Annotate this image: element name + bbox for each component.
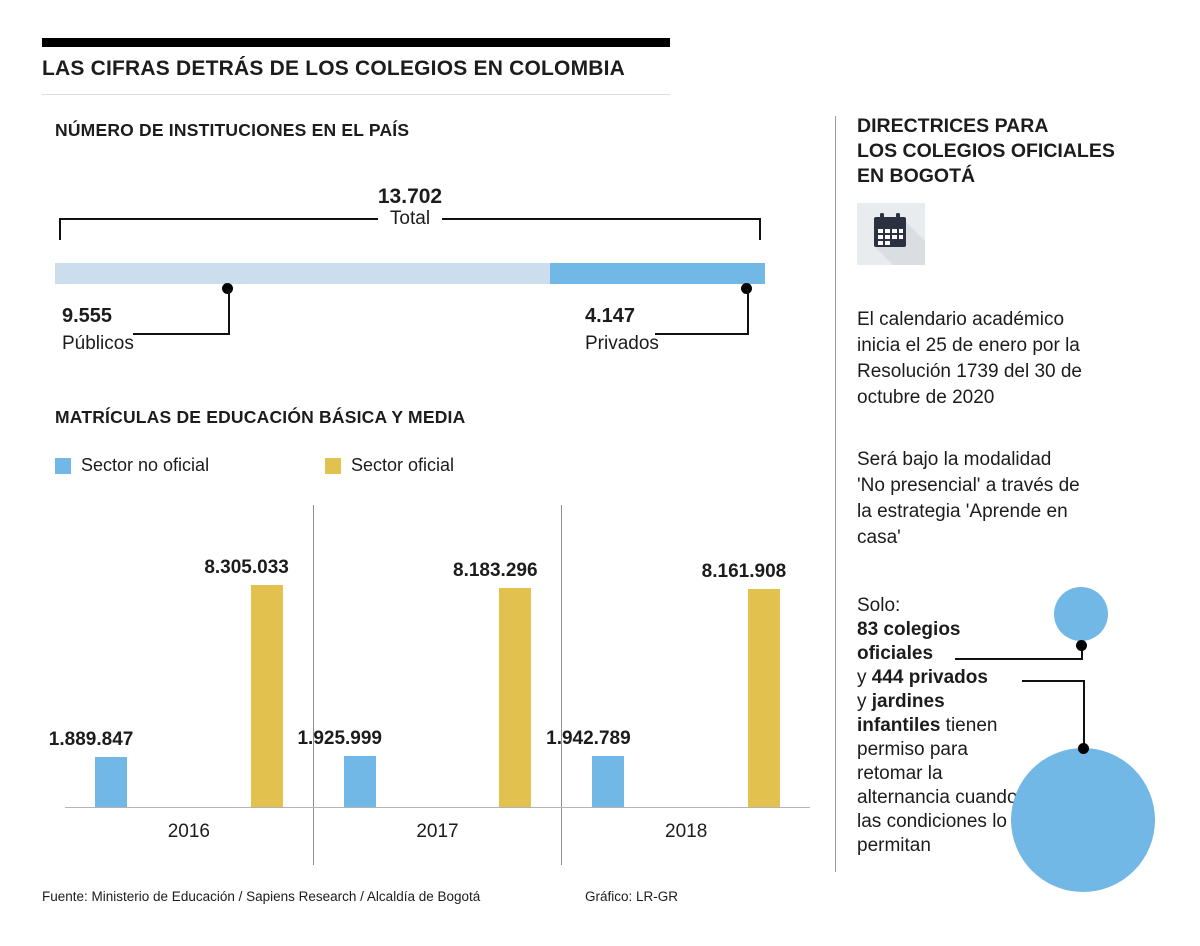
chart-legend: Sector no oficial Sector oficial — [55, 455, 675, 479]
legend-item-sector-no-oficial: Sector no oficial — [55, 455, 209, 476]
bar-oficial-2016 — [250, 585, 283, 808]
publicos-label: Públicos — [62, 333, 134, 354]
title-divider — [42, 94, 670, 95]
solo-callout: Solo: 83 colegios oficiales y 444 privad… — [857, 587, 1157, 906]
bar-value-label: 8.161.908 — [701, 561, 787, 582]
enrollment-section-title: MATRÍCULAS DE EDUCACIÓN BÁSICA Y MEDIA — [55, 407, 466, 427]
year-label: 2018 — [665, 821, 708, 842]
solo-paragraph: Solo: 83 colegios oficiales y 444 privad… — [857, 595, 1018, 856]
bar-value-label: 8.183.296 — [453, 560, 538, 581]
sidebar-title: DIRECTRICES PARA LOS COLEGIOS OFICIALES … — [857, 115, 1115, 187]
colegios-oficiales-bold: 83 colegios oficiales — [857, 619, 961, 664]
privados-bold: 444 privados — [871, 667, 988, 688]
bar-no-oficial-2016 — [95, 757, 128, 808]
page-title: LAS CIFRAS DETRÁS DE LOS COLEGIOS EN COL… — [42, 57, 626, 80]
graphic-credit: Gráfico: LR-GR — [585, 889, 679, 904]
privados-label: Privados — [585, 333, 659, 354]
year-label: 2017 — [416, 821, 459, 842]
legend-swatch-yellow — [325, 457, 341, 474]
jardines-bold: jardines infantiles — [857, 691, 945, 736]
year-group-2016: 1.889.847 8.305.033 2016 — [49, 505, 313, 865]
bar-value-label: 8.305.033 — [204, 557, 289, 578]
privados-connector-line — [1022, 680, 1085, 748]
bar-value-label: 1.925.999 — [297, 728, 382, 749]
enrollment-bar-chart: 1.889.847 8.305.033 2016 1.925.999 8.183… — [49, 505, 810, 865]
vertical-divider — [835, 116, 836, 872]
calendar-icon — [857, 203, 925, 265]
privados-value: 4.147 — [585, 305, 636, 327]
legend-swatch-blue — [55, 457, 71, 474]
privados-connector-line — [655, 289, 749, 335]
sidebar-paragraph-calendar: El calendario académico inicia el 25 de … — [857, 309, 1083, 408]
privados-caption: 4.147 Privados — [585, 306, 659, 353]
legend-item-sector-oficial: Sector oficial — [325, 455, 454, 476]
year-group-2018: 1.942.789 8.161.908 2018 — [546, 505, 810, 865]
small-circle-dot — [1076, 640, 1087, 651]
bar-no-oficial-2017 — [343, 756, 376, 808]
publicos-marker-dot — [222, 283, 233, 294]
institutions-stacked-bar-chart: 13.702 Total 9.555 Públicos 4.147 Privad… — [55, 185, 765, 380]
bar-value-label: 1.889.847 — [48, 729, 134, 750]
source-credit: Fuente: Ministerio de Educación / Sapien… — [42, 889, 481, 904]
bar-oficial-2018 — [747, 589, 780, 808]
total-value: 13.702 — [377, 185, 443, 208]
segment-publicos — [55, 263, 551, 284]
legend-label: Sector no oficial — [81, 455, 210, 475]
small-blue-circle — [1054, 587, 1108, 641]
year-label: 2016 — [167, 821, 210, 842]
chart-baseline — [65, 807, 810, 808]
segment-privados — [550, 263, 765, 284]
big-circle-dot — [1078, 743, 1089, 754]
bar-value-label: 1.942.789 — [546, 728, 631, 749]
bar-oficial-2017 — [499, 588, 532, 808]
privados-marker-dot — [741, 283, 752, 294]
stacked-bar — [55, 263, 765, 284]
title-accent-bar — [42, 38, 670, 47]
publicos-connector-line — [133, 289, 230, 335]
institutions-section-title: NÚMERO DE INSTITUCIONES EN EL PAÍS — [55, 120, 410, 140]
oficiales-connector-line — [955, 645, 1083, 660]
publicos-caption: 9.555 Públicos — [62, 306, 134, 353]
bar-no-oficial-2018 — [592, 756, 625, 808]
publicos-value: 9.555 — [62, 305, 113, 327]
sidebar-paragraph-modalidad: Será bajo la modalidad 'No presencial' a… — [857, 449, 1080, 548]
total-label: Total — [55, 208, 765, 230]
legend-label: Sector oficial — [351, 455, 455, 475]
big-blue-circle — [1011, 748, 1155, 892]
year-group-2017: 1.925.999 8.183.296 2017 — [297, 505, 562, 865]
